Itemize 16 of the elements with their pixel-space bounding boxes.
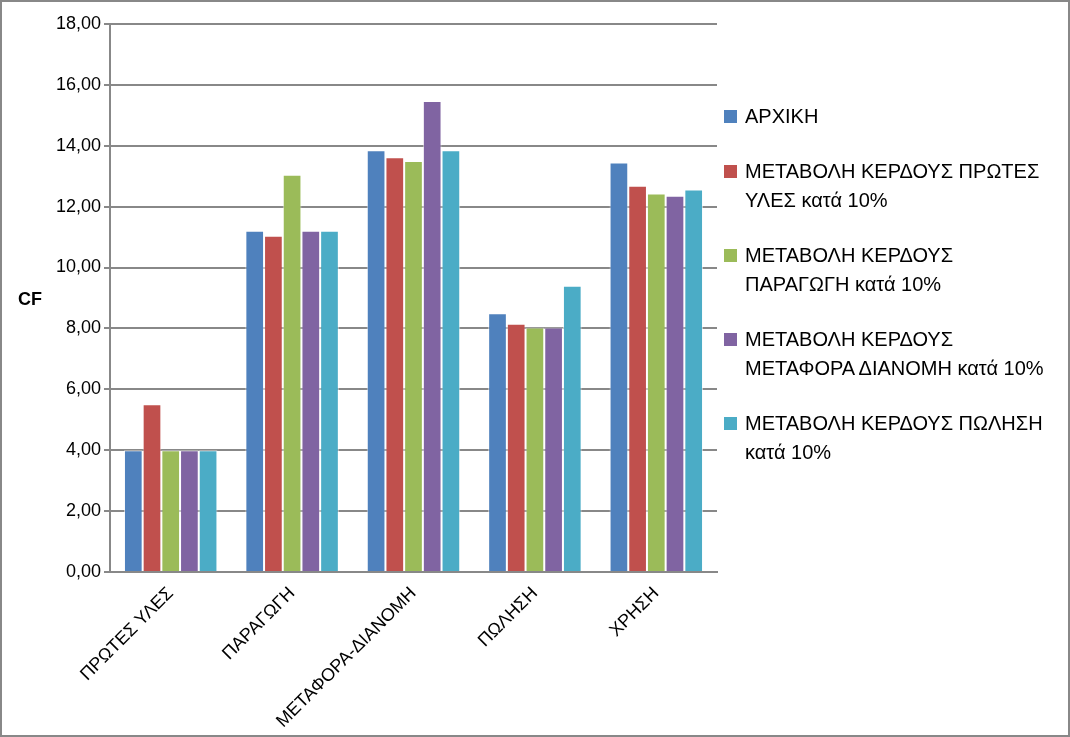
y-tick-label: 10,00 xyxy=(55,256,101,277)
y-axis-title: CF xyxy=(18,288,42,309)
y-tick-label: 18,00 xyxy=(55,12,101,33)
y-tick-label: 12,00 xyxy=(55,195,101,216)
y-tick-label: 16,00 xyxy=(55,73,101,94)
legend-label: ΜΕΤΑΒΟΛΗ ΚΕΡΔΟΥΣ ΠΡΩΤΕΣ ΥΛΕΣ κατά 10% xyxy=(745,159,1041,213)
y-tick-label: 2,00 xyxy=(65,500,101,521)
y-tick-label: 14,00 xyxy=(55,134,101,155)
y-tick-label: 0,00 xyxy=(65,560,101,581)
y-tick-label: 6,00 xyxy=(65,378,101,399)
y-tick-label: 4,00 xyxy=(65,439,101,460)
legend-label: ΜΕΤΑΒΟΛΗ ΚΕΡΔΟΥΣ ΠΑΡΑΓΩΓΗ κατά 10% xyxy=(745,243,955,297)
y-tick-label: 8,00 xyxy=(65,317,101,338)
legend-label: ΜΕΤΑΒΟΛΗ ΚΕΡΔΟΥΣ ΜΕΤΑΦΟΡΑ ΔΙΑΝΟΜΗ κατά 10% xyxy=(745,327,1045,381)
legend-label: ΑΡΧΙΚΗ xyxy=(745,104,819,129)
legend-label: ΜΕΤΑΒΟΛΗ ΚΕΡΔΟΥΣ ΠΩΛΗΣΗ κατά 10% xyxy=(745,411,1044,465)
